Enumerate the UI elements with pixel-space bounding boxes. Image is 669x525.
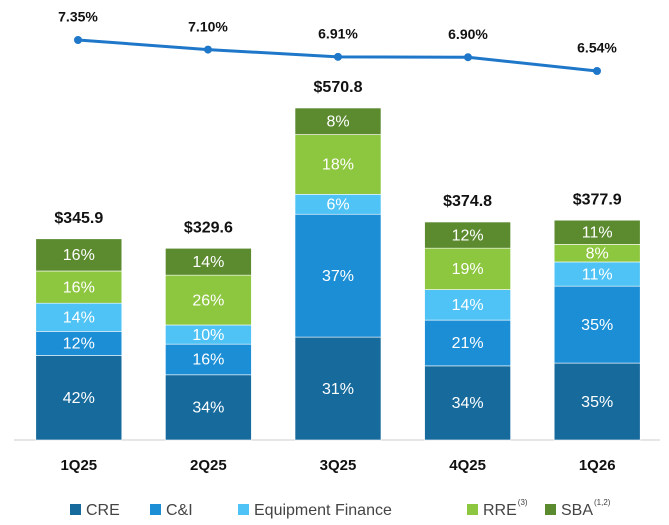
rate-label: 6.54% <box>577 40 617 56</box>
bar-segment <box>424 365 511 441</box>
bar-segment <box>165 247 252 276</box>
rate-label: 6.91% <box>318 26 358 42</box>
segment-label: 34% <box>452 395 484 412</box>
bar-segment <box>424 289 511 321</box>
rate-point <box>74 36 82 44</box>
total-label: $374.8 <box>443 193 492 210</box>
segment-label: 14% <box>192 254 224 271</box>
segment-label: 14% <box>63 309 95 326</box>
legend-swatch <box>70 504 81 515</box>
rate-label: 6.90% <box>448 26 488 42</box>
segment-label: 42% <box>63 390 95 407</box>
x-tick-label: 1Q26 <box>579 457 616 474</box>
rate-label: 7.10% <box>188 18 228 34</box>
bar-segment <box>165 374 252 441</box>
rate-point <box>204 45 212 54</box>
legend-superscript: (1,2) <box>594 498 611 507</box>
x-tick-label: 4Q25 <box>449 457 486 474</box>
segment-label: 11% <box>582 225 613 242</box>
legend-swatch <box>150 504 161 515</box>
x-tick-label: 1Q25 <box>60 457 97 474</box>
segment-label: 11% <box>582 266 613 283</box>
bar-segment <box>424 221 511 249</box>
legend-label: CRE <box>86 502 120 519</box>
segment-label: 35% <box>581 317 613 334</box>
segment-label: 14% <box>452 297 484 314</box>
bar-segment <box>553 362 641 441</box>
bar-segment <box>553 261 641 287</box>
legend-label: Equipment Finance <box>254 502 392 519</box>
bar-segment <box>424 247 511 290</box>
rate-point <box>464 53 472 62</box>
bar-segment <box>424 319 511 367</box>
segment-label: 12% <box>63 336 95 353</box>
segment-label: 18% <box>322 157 354 174</box>
rate-point <box>593 67 601 75</box>
segment-label: 26% <box>192 292 224 309</box>
segment-label: 8% <box>326 113 349 130</box>
segment-label: 21% <box>452 335 484 352</box>
bar-segment <box>165 274 252 326</box>
legend-label: SBA <box>561 502 593 519</box>
legend-swatch <box>545 504 556 515</box>
segment-label: 12% <box>452 227 484 244</box>
x-tick-label: 2Q25 <box>190 457 227 474</box>
bar-segment <box>294 134 382 195</box>
bar-segment <box>165 343 252 376</box>
bar-segment <box>553 219 641 245</box>
bar-segment <box>553 285 641 364</box>
rate-point <box>334 52 342 61</box>
bar-segment <box>294 107 382 135</box>
segment-label: 19% <box>452 261 484 278</box>
legend-superscript: (3) <box>518 498 528 507</box>
total-label: $345.9 <box>54 210 103 227</box>
legend-swatch <box>238 504 249 515</box>
x-tick-label: 3Q25 <box>320 457 357 474</box>
segment-label: 6% <box>326 196 349 213</box>
segment-label: 16% <box>63 279 95 296</box>
segment-label: 10% <box>192 327 224 344</box>
rate-label: 7.35% <box>58 9 98 25</box>
bar-segment <box>35 238 123 272</box>
bar-segment <box>35 270 123 304</box>
total-label: $329.6 <box>184 220 233 237</box>
segment-label: 16% <box>63 247 95 264</box>
legend-label: C&I <box>166 502 193 519</box>
segment-label: 16% <box>192 352 224 369</box>
bar-segment <box>294 213 382 338</box>
total-label: $570.8 <box>314 79 363 96</box>
bar-segment <box>35 331 123 356</box>
segment-label: 35% <box>581 394 613 411</box>
legend-label: RRE <box>483 502 517 519</box>
segment-label: 8% <box>586 245 609 262</box>
bar-segment <box>35 355 123 441</box>
total-label: $377.9 <box>573 191 622 208</box>
segment-label: 37% <box>322 268 354 285</box>
segment-label: 31% <box>322 381 354 398</box>
legend-swatch <box>467 504 478 515</box>
segment-label: 34% <box>192 400 224 417</box>
